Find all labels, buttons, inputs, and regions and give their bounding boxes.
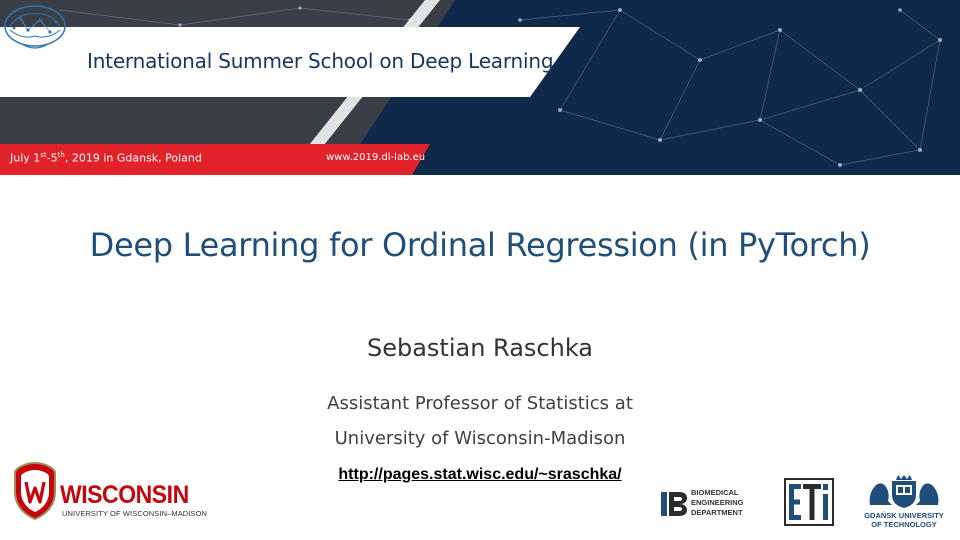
bme-line-1: BIOMEDICAL — [691, 488, 739, 497]
affiliation-line-1: Assistant Professor of Statistics at — [327, 393, 633, 414]
bme-line-2: ENGINEERING — [691, 498, 744, 507]
eti-logo — [784, 478, 834, 526]
date-sup-start: st — [40, 151, 47, 159]
gdansk-university-emblem — [869, 475, 939, 508]
talk-title: Deep Learning for Ordinal Regression (in… — [89, 226, 871, 264]
author-name: Sebastian Raschka — [366, 334, 594, 362]
date-prefix: July 1 — [10, 151, 41, 165]
gdansk-university-name: GDAŃSK UNIVERSITY OF TECHNOLOGY — [852, 511, 956, 529]
date-suffix: , 2019 in Gdansk, Poland — [64, 151, 202, 165]
homepage-link[interactable]: http://pages.stat.wisc.edu/~sraschka/ — [338, 466, 622, 483]
date-mid: -5 — [46, 151, 58, 165]
uw-crest-logo — [14, 462, 56, 520]
event-date: July 1st-5th, 2019 in Gdansk, Poland — [10, 151, 202, 165]
banner-background — [0, 0, 960, 175]
date-sup-end: th — [57, 151, 65, 159]
pg-line-1: GDAŃSK UNIVERSITY — [864, 511, 944, 520]
brain-logo — [4, 5, 66, 49]
bme-department-text: BIOMEDICAL ENGINEERING DEPARTMENT — [691, 488, 744, 518]
pg-line-2: OF TECHNOLOGY — [871, 520, 937, 529]
uw-subtitle: UNIVERSITY OF WISCONSIN–MADISON — [62, 509, 208, 518]
affiliation-line-2: University of Wisconsin-Madison — [334, 428, 626, 449]
bme-logo-mark — [661, 492, 687, 516]
header-banner: International Summer School on Deep Lear… — [0, 0, 960, 175]
school-website: www.2019.dl-lab.eu — [326, 152, 426, 163]
school-title: International Summer School on Deep Lear… — [87, 49, 554, 73]
bme-line-3: DEPARTMENT — [691, 508, 743, 517]
uw-wordmark: WISCONSIN — [60, 481, 189, 509]
